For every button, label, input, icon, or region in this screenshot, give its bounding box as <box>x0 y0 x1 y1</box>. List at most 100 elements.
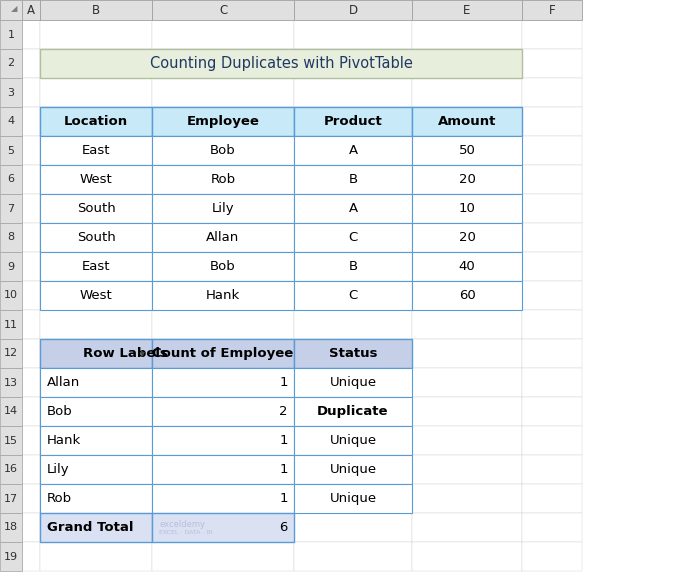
Bar <box>152 455 294 484</box>
Bar <box>40 368 152 397</box>
Bar <box>40 78 152 107</box>
Bar <box>0 136 22 165</box>
Bar <box>412 165 522 194</box>
Text: 14: 14 <box>4 407 18 417</box>
Text: Hank: Hank <box>47 434 81 447</box>
Bar <box>40 310 152 339</box>
Bar <box>294 455 412 484</box>
Text: 60: 60 <box>458 289 475 302</box>
Bar <box>152 484 294 513</box>
Bar <box>294 165 412 194</box>
Text: C: C <box>219 4 227 16</box>
Bar <box>294 484 412 513</box>
Text: A: A <box>349 202 357 215</box>
Bar <box>294 49 412 78</box>
Bar <box>152 339 294 368</box>
Bar <box>40 281 152 310</box>
Text: 19: 19 <box>4 552 18 562</box>
Bar <box>412 136 522 165</box>
Text: 6: 6 <box>280 521 288 534</box>
Text: B: B <box>349 173 357 186</box>
Bar <box>40 136 152 165</box>
Bar <box>0 455 22 484</box>
Bar <box>0 252 22 281</box>
Bar <box>294 339 412 368</box>
Bar <box>294 194 412 223</box>
Bar <box>294 368 412 397</box>
Bar <box>40 194 152 223</box>
Text: Unique: Unique <box>330 376 376 389</box>
Text: Location: Location <box>64 115 128 128</box>
Bar <box>152 194 294 223</box>
Bar <box>522 20 582 49</box>
Bar <box>152 49 294 78</box>
Bar <box>40 136 152 165</box>
Text: Product: Product <box>324 115 383 128</box>
Bar <box>152 542 294 571</box>
Bar <box>152 339 294 368</box>
Bar <box>412 310 522 339</box>
Text: 13: 13 <box>4 377 18 387</box>
Text: 4: 4 <box>7 116 15 126</box>
Bar <box>22 281 40 310</box>
Bar <box>294 281 412 310</box>
Bar <box>0 165 22 194</box>
Bar <box>22 426 40 455</box>
Bar <box>294 513 412 542</box>
Text: 17: 17 <box>4 494 18 504</box>
Bar <box>0 194 22 223</box>
Bar <box>522 368 582 397</box>
Bar <box>40 107 152 136</box>
Text: ◢: ◢ <box>11 5 18 13</box>
Text: Hank: Hank <box>206 289 240 302</box>
Bar <box>22 542 40 571</box>
Bar <box>294 107 412 136</box>
Text: Rob: Rob <box>47 492 72 505</box>
Bar <box>22 78 40 107</box>
Bar <box>522 426 582 455</box>
Bar <box>152 397 294 426</box>
Bar <box>152 252 294 281</box>
Text: 20: 20 <box>458 173 475 186</box>
Text: Duplicate: Duplicate <box>318 405 389 418</box>
Bar <box>522 484 582 513</box>
Bar <box>40 426 152 455</box>
Bar <box>0 397 22 426</box>
Bar <box>522 223 582 252</box>
Text: 9: 9 <box>7 261 15 271</box>
Bar <box>522 0 582 20</box>
Bar <box>22 107 40 136</box>
Text: Unique: Unique <box>330 492 376 505</box>
Bar <box>294 426 412 455</box>
Bar <box>294 107 412 136</box>
Bar <box>294 426 412 455</box>
Bar <box>22 223 40 252</box>
Bar <box>0 368 22 397</box>
Bar <box>0 223 22 252</box>
Bar <box>522 165 582 194</box>
Bar <box>152 513 294 542</box>
Text: East: East <box>82 144 110 157</box>
Text: Count of Employee: Count of Employee <box>152 347 294 360</box>
Bar <box>40 455 152 484</box>
Text: Lily: Lily <box>47 463 70 476</box>
Bar <box>40 223 152 252</box>
Text: 6: 6 <box>7 174 14 184</box>
Text: 10: 10 <box>458 202 475 215</box>
Bar <box>40 281 152 310</box>
Bar <box>40 49 522 78</box>
Bar <box>152 513 294 542</box>
Bar <box>152 426 294 455</box>
Bar <box>294 397 412 426</box>
Bar <box>40 0 152 20</box>
Bar <box>40 397 152 426</box>
Bar <box>22 339 40 368</box>
Text: Bob: Bob <box>210 144 236 157</box>
Bar <box>412 194 522 223</box>
Bar <box>294 136 412 165</box>
Bar <box>152 136 294 165</box>
Bar <box>152 310 294 339</box>
Bar <box>152 368 294 397</box>
Bar <box>294 281 412 310</box>
Text: Unique: Unique <box>330 434 376 447</box>
